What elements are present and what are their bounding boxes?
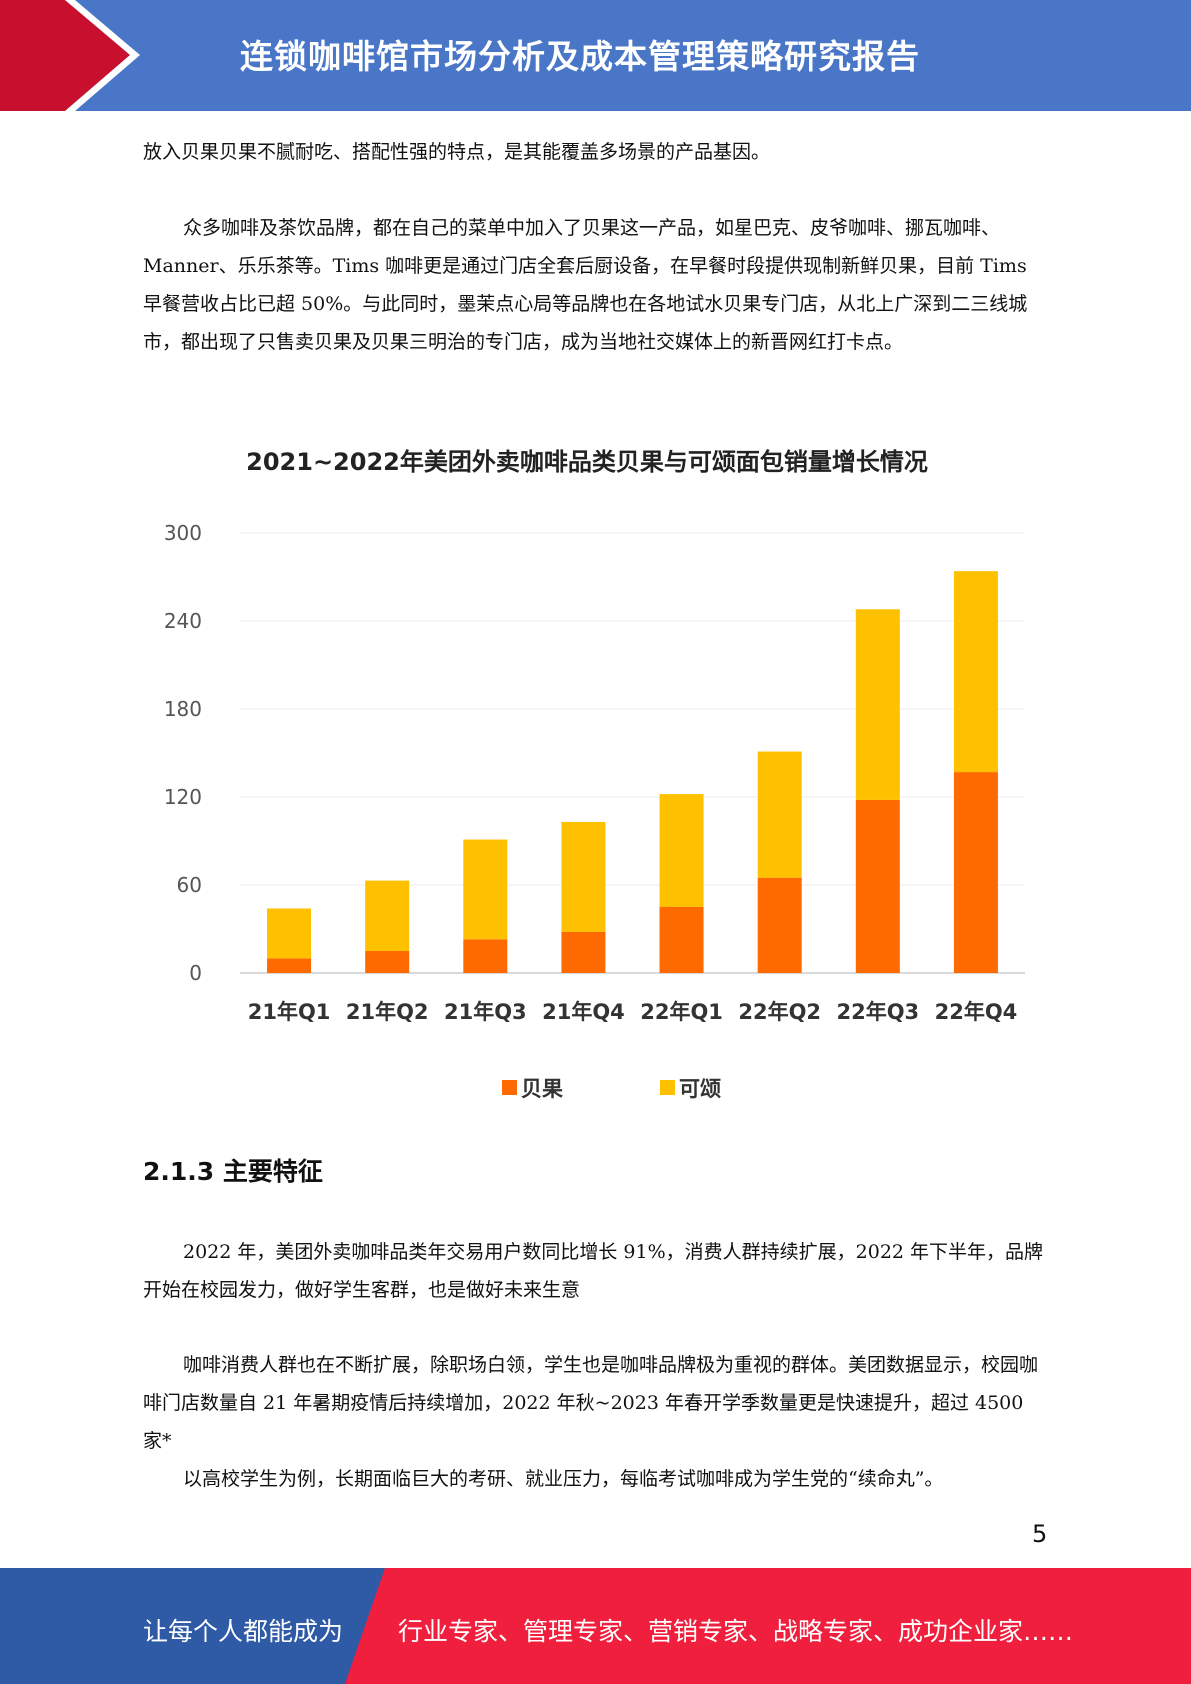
legend-label: 贝果 xyxy=(521,1077,563,1101)
y-tick-label: 120 xyxy=(164,785,202,809)
chart-title: 2021~2022年美团外卖咖啡品类贝果与可颂面包销量增长情况 xyxy=(246,448,928,476)
header-arrow-icon xyxy=(0,0,140,111)
y-tick-label: 60 xyxy=(177,873,202,897)
bar-bagel xyxy=(365,951,410,973)
bar-bagel xyxy=(757,877,802,973)
paragraph-2: 众多咖啡及茶饮品牌，都在自己的菜单中加入了贝果这一产品，如星巴克、皮爷咖啡、挪瓦… xyxy=(143,217,1028,353)
chart-legend: 贝果 可颂 xyxy=(502,1077,721,1101)
x-tick-label: 22年Q2 xyxy=(738,1000,821,1024)
y-tick-label: 180 xyxy=(164,697,202,721)
y-tick-label: 0 xyxy=(189,961,202,985)
x-axis-ticks: 21年Q1 21年Q2 21年Q3 21年Q4 22年Q1 22年Q2 22年Q3 22年Q4 xyxy=(248,1000,1018,1024)
report-title: 连锁咖啡馆市场分析及成本管理策略研究报告 xyxy=(240,37,920,76)
page-footer xyxy=(0,1568,1191,1684)
x-tick-label: 22年Q1 xyxy=(640,1000,723,1024)
bar-bagel xyxy=(463,939,508,973)
legend-swatch xyxy=(660,1080,675,1095)
bar-bagel xyxy=(659,907,704,973)
bar-croissant xyxy=(659,794,704,907)
x-tick-label: 21年Q1 xyxy=(248,1000,331,1024)
chart-bars xyxy=(267,571,998,973)
chart-grid xyxy=(240,532,1025,974)
legend-swatch xyxy=(502,1080,517,1095)
y-tick-label: 240 xyxy=(164,609,202,633)
paragraph-1: 放入贝果贝果不腻耐吃、搭配性强的特点，是其能覆盖多场景的产品基因。 xyxy=(143,141,771,163)
x-tick-label: 21年Q3 xyxy=(444,1000,527,1024)
bar-bagel xyxy=(953,772,998,973)
x-tick-label: 21年Q4 xyxy=(542,1000,625,1024)
legend-label: 可颂 xyxy=(679,1077,721,1101)
bar-croissant xyxy=(953,571,998,773)
y-tick-label: 300 xyxy=(164,521,202,545)
paragraph-4: 咖啡消费人群也在不断扩展，除职场白领，学生也是咖啡品牌极为重视的群体。美团数据显… xyxy=(143,1354,1039,1452)
footer-slogan-left: 让每个人都能成为 xyxy=(143,1617,344,1646)
x-tick-label: 22年Q3 xyxy=(836,1000,919,1024)
bar-croissant xyxy=(757,751,802,878)
bar-croissant xyxy=(855,609,900,800)
paragraph-5: 以高校学生为例，长期面临巨大的考研、就业压力，每临考试咖啡成为学生党的“续命丸”… xyxy=(183,1468,944,1490)
bar-croissant xyxy=(463,839,508,940)
bar-bagel xyxy=(267,958,312,973)
x-tick-label: 21年Q2 xyxy=(346,1000,429,1024)
page-header: 连锁咖啡馆市场分析及成本管理策略研究报告 xyxy=(0,0,1191,111)
bar-croissant xyxy=(561,821,606,932)
x-tick-label: 22年Q4 xyxy=(935,1000,1018,1024)
y-axis-ticks: 0 60 120 180 240 300 xyxy=(164,521,202,985)
page-number: 5 xyxy=(1032,1520,1048,1548)
paragraph-3: 2022 年，美团外卖咖啡品类年交易用户数同比增长 91%，消费人群持续扩展，2… xyxy=(143,1241,1044,1301)
section-title: 2.1.3 主要特征 xyxy=(143,1157,323,1186)
bar-croissant xyxy=(267,908,312,959)
sales-chart: 2021~2022年美团外卖咖啡品类贝果与可颂面包销量增长情况 0 60 120 18… xyxy=(164,448,1025,1101)
bar-bagel xyxy=(561,931,606,973)
bar-bagel xyxy=(855,799,900,973)
footer-slogan-right: 行业专家、管理专家、营销专家、战略专家、成功企业家…… xyxy=(398,1617,1074,1646)
bar-croissant xyxy=(365,880,410,951)
